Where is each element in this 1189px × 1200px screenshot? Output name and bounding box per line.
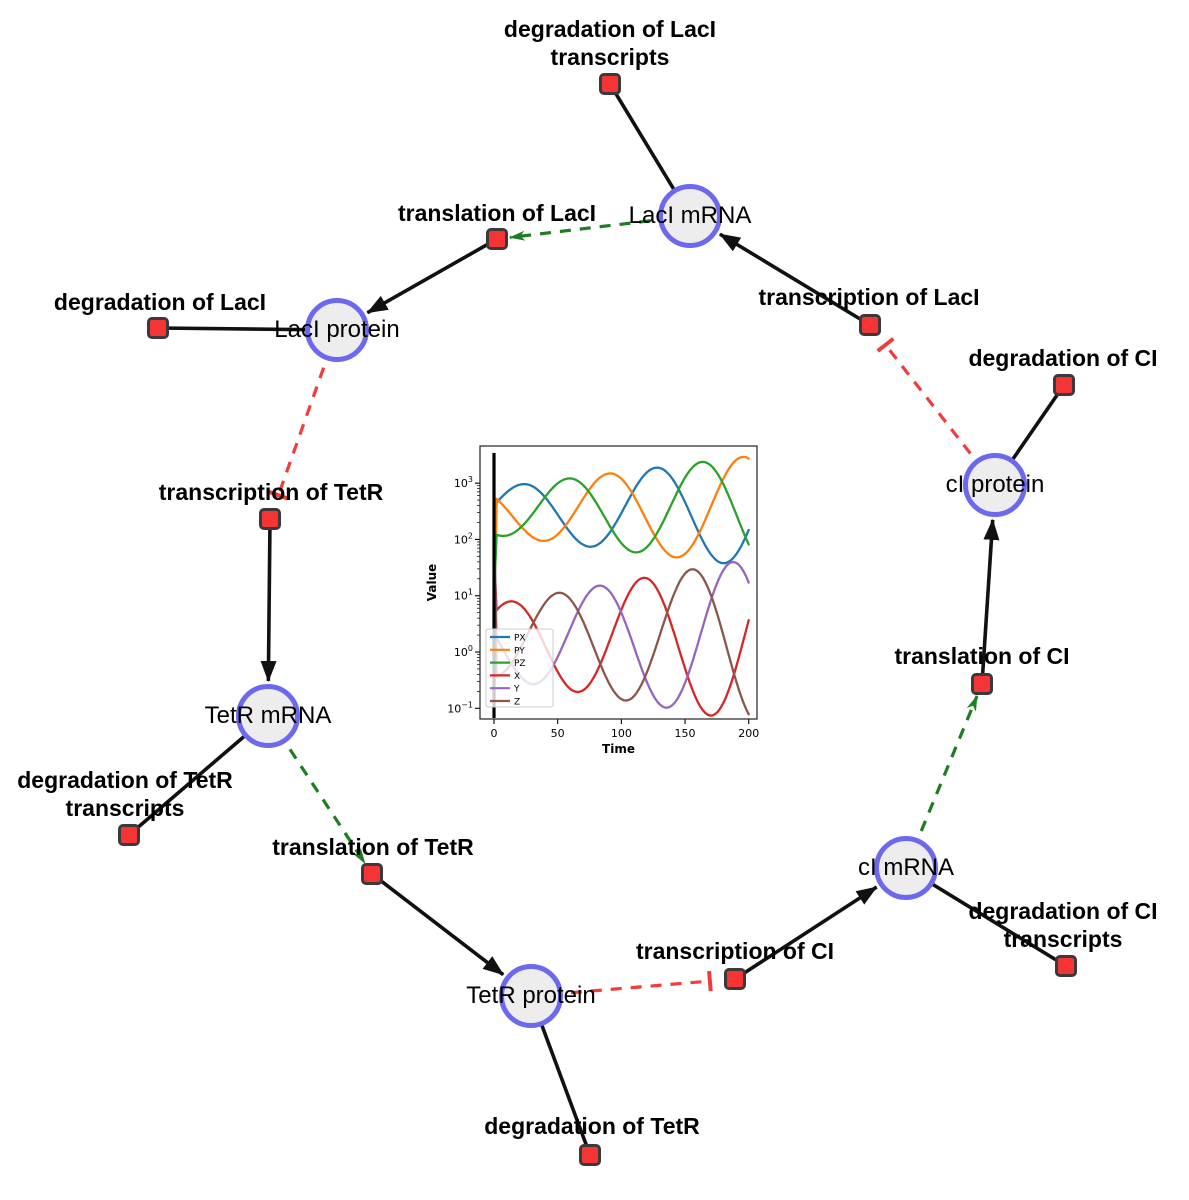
reaction-label-line: degradation of CI — [968, 345, 1158, 371]
timecourse-plot: 0 50 100 150 200 10−1 100 101 102 103 Time Value PX P… — [425, 437, 777, 769]
legend-entry-Z: Z — [514, 698, 520, 708]
y-tick-label: 101 — [454, 588, 473, 603]
y-tick-label: 102 — [454, 531, 473, 546]
reaction-label-translation-tetr: translation of TetR — [272, 833, 473, 861]
reaction-label-line: translation of TetR — [272, 834, 474, 860]
legend-entry-PZ: PZ — [514, 659, 526, 669]
reaction-node-transcription-tetr[interactable] — [259, 508, 281, 530]
edge-translation-laci-to-laci-protein — [366, 237, 498, 315]
reaction-label-line: transcription of TetR — [158, 479, 384, 505]
species-label-tetr-protein: TetR protein — [466, 982, 596, 1009]
reaction-node-deg-ci-transcripts[interactable] — [1055, 955, 1077, 977]
species-node-tetr-mrna[interactable] — [236, 684, 300, 748]
species-node-ci-mrna[interactable] — [874, 836, 938, 900]
reaction-label-line: transcripts — [1003, 926, 1123, 952]
x-axis-label: Time — [602, 742, 635, 756]
reaction-label-line: degradation of CI — [968, 898, 1158, 924]
reaction-label-deg-ci: degradation of CI — [968, 344, 1157, 372]
edge-transcription-laci-to-laci-mrna — [719, 232, 871, 327]
y-tick-label: 100 — [454, 644, 473, 659]
plot-legend: PX PY PZ XYZ — [485, 628, 554, 708]
reaction-label-line: transcription of CI — [635, 938, 835, 964]
reaction-label-line: transcripts — [65, 795, 185, 821]
reaction-label-line: degradation of TetR — [484, 1113, 700, 1139]
x-tick-label: 150 — [675, 727, 696, 740]
species-label-tetr-mrna: TetR mRNA — [204, 702, 332, 729]
legend-entry-Y: Y — [513, 685, 520, 695]
reaction-node-translation-tetr[interactable] — [361, 863, 383, 885]
reaction-node-translation-ci[interactable] — [971, 673, 993, 695]
legend-entry-X: X — [514, 672, 520, 682]
x-tick-label: 100 — [611, 727, 632, 740]
y-tick-label: 103 — [454, 475, 473, 490]
reaction-label-translation-laci: translation of LacI — [398, 199, 596, 227]
series-PZ — [493, 460, 750, 575]
reaction-node-deg-ci[interactable] — [1053, 374, 1075, 396]
reaction-node-transcription-laci[interactable] — [859, 314, 881, 336]
reaction-label-transcription-tetr: transcription of TetR — [159, 478, 383, 506]
reaction-label-line: transcripts — [550, 44, 670, 70]
edge-transcription-tetr-to-tetr-mrna — [260, 518, 277, 683]
series-PX — [493, 466, 750, 575]
reaction-node-translation-laci[interactable] — [486, 228, 508, 250]
series-PY — [493, 455, 750, 575]
species-node-laci-mrna[interactable] — [658, 184, 722, 248]
species-node-laci-protein[interactable] — [305, 298, 369, 362]
edge-translation-ci-to-ci-protein — [980, 518, 1000, 685]
species-node-tetr-protein[interactable] — [499, 964, 563, 1028]
timecourse-plot-svg: 0 50 100 150 20010−1100101102103TimeValuePXP… — [425, 445, 759, 756]
species-label-laci-mrna: LacI mRNA — [628, 202, 752, 229]
reaction-node-deg-laci-transcripts[interactable] — [599, 73, 621, 95]
species-label-laci-protein: LacI protein — [274, 316, 400, 343]
reaction-node-deg-tetr-transcripts[interactable] — [118, 824, 140, 846]
edge-transcription-ci-to-ci-mrna — [734, 885, 878, 981]
reaction-label-translation-ci: translation of CI — [894, 642, 1069, 670]
reaction-label-line: translation of LacI — [397, 200, 597, 226]
reaction-label-line: degradation of LacI — [503, 16, 717, 42]
reaction-label-line: translation of CI — [894, 643, 1070, 669]
reaction-label-line: degradation of LacI — [53, 289, 267, 315]
reaction-node-deg-laci[interactable] — [147, 317, 169, 339]
series-X — [493, 572, 750, 717]
species-node-ci-protein[interactable] — [963, 453, 1027, 517]
x-tick-label: 50 — [551, 727, 565, 740]
x-tick-label: 0 — [491, 727, 498, 740]
reaction-label-transcription-laci: transcription of LacI — [758, 283, 979, 311]
species-label-ci-protein: cI protein — [945, 471, 1045, 498]
species-label-ci-mrna: cI mRNA — [858, 854, 954, 881]
reaction-label-line: degradation of TetR — [17, 767, 233, 793]
reaction-node-transcription-ci[interactable] — [724, 968, 746, 990]
reaction-label-deg-tetr: degradation of TetR — [484, 1112, 700, 1140]
reaction-label-transcription-ci: transcription of CI — [636, 937, 834, 965]
x-tick-label: 200 — [738, 727, 759, 740]
y-axis-label: Value — [425, 564, 439, 602]
reaction-label-deg-laci: degradation of LacI — [54, 288, 266, 316]
reaction-node-deg-tetr[interactable] — [579, 1144, 601, 1166]
y-tick-label: 10−1 — [447, 700, 473, 715]
series-Z — [493, 568, 750, 716]
legend-entry-PY: PY — [514, 646, 525, 656]
reaction-label-line: transcription of LacI — [758, 284, 980, 310]
reaction-label-deg-ci-transcripts: degradation of CI transcripts — [968, 897, 1157, 953]
edge-translation-tetr-to-tetr-protein — [370, 872, 505, 977]
reaction-label-deg-tetr-transcripts: degradation of TetR transcripts — [17, 766, 233, 822]
legend-entry-PX: PX — [514, 634, 526, 644]
reaction-label-deg-laci-transcripts: degradation of LacI transcripts — [504, 15, 716, 71]
